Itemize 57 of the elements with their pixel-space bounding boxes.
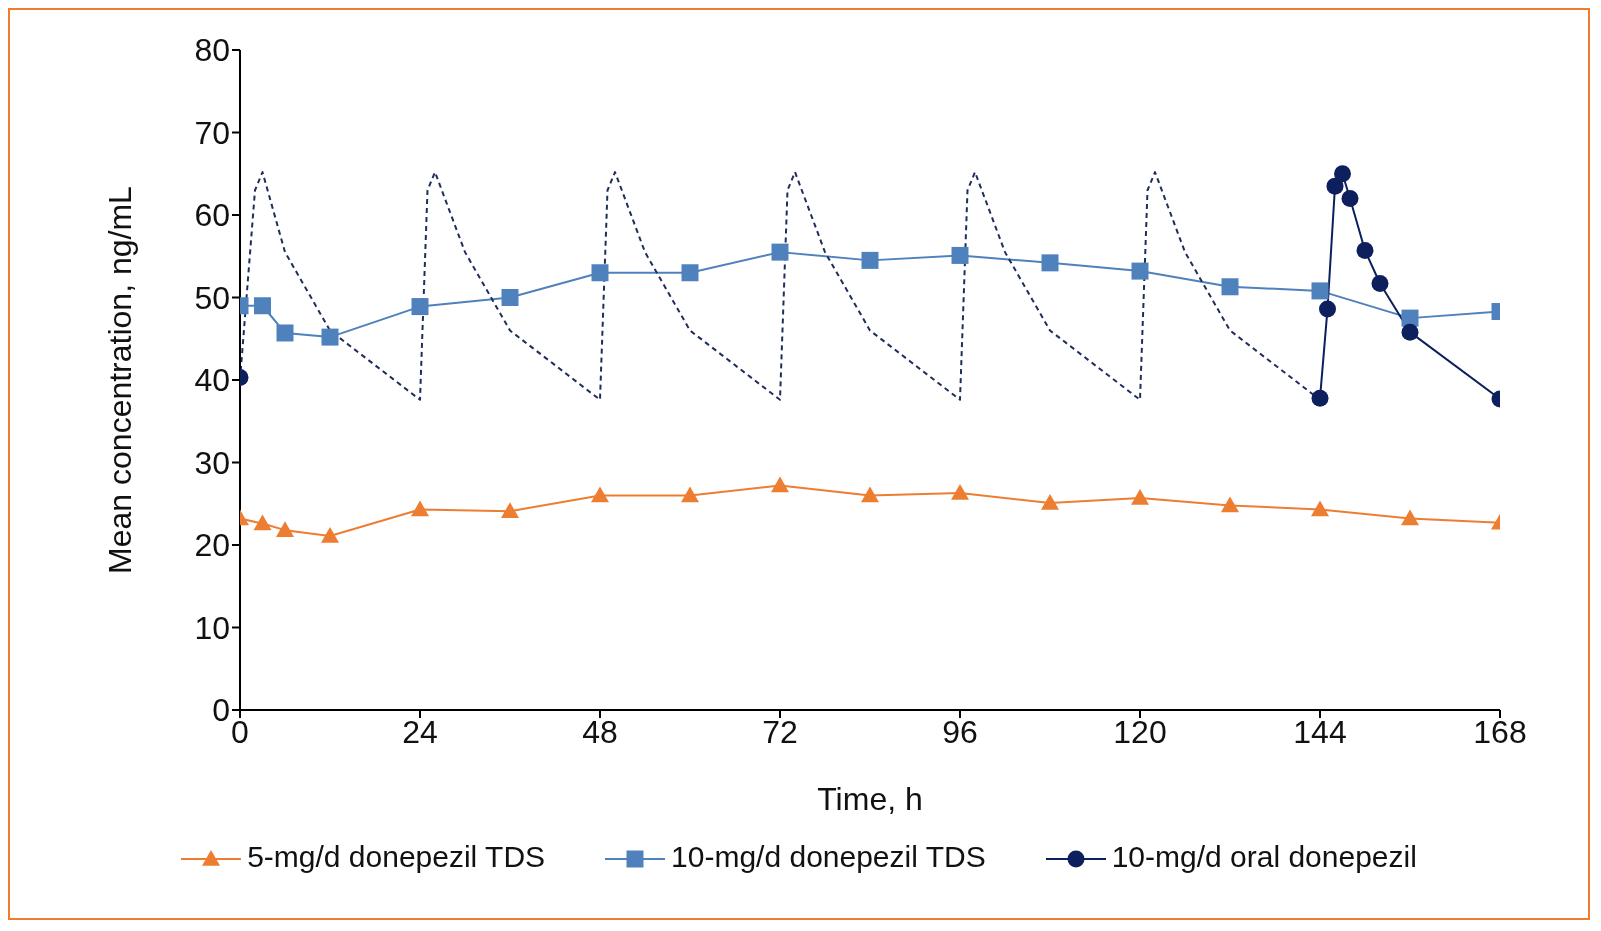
point	[321, 526, 339, 543]
point	[253, 514, 272, 531]
point	[861, 486, 879, 503]
point	[681, 264, 699, 282]
point	[951, 246, 969, 264]
y-axis-title: Mean concentration, ng/mL	[102, 186, 139, 574]
point	[1371, 274, 1389, 292]
point	[1356, 241, 1374, 259]
x-tick-label: 120	[1113, 713, 1167, 750]
point	[501, 502, 519, 518]
point	[254, 297, 271, 315]
point	[1221, 278, 1239, 296]
point	[1041, 254, 1059, 272]
y-tick-label: 80	[194, 32, 230, 69]
x-tick-label: 96	[942, 713, 978, 750]
point	[771, 476, 789, 493]
point	[1311, 389, 1329, 407]
x-tick-label: 168	[1473, 713, 1527, 750]
y-tick-label: 30	[194, 444, 230, 481]
point	[276, 324, 294, 342]
y-tick-label: 70	[194, 114, 230, 151]
y-tick-label: 10	[194, 609, 230, 646]
x-tick-label: 144	[1293, 713, 1347, 750]
point	[501, 289, 519, 306]
point	[1041, 493, 1059, 510]
point	[951, 484, 969, 500]
point	[321, 328, 339, 346]
point	[771, 243, 789, 261]
legend-label: 10-mg/d oral donepezil	[1111, 840, 1417, 873]
x-tick-label: 72	[762, 713, 798, 750]
point	[1131, 262, 1149, 280]
point	[1401, 323, 1419, 341]
legend-label: 10-mg/d donepezil TDS	[671, 840, 986, 873]
y-tick-label: 20	[194, 527, 230, 564]
point	[1311, 282, 1329, 300]
point	[591, 264, 609, 282]
point	[591, 486, 609, 503]
point	[1221, 496, 1239, 513]
point	[1341, 190, 1359, 207]
point	[861, 251, 879, 269]
y-tick-label: 50	[194, 279, 230, 316]
x-tick-label: 48	[582, 713, 618, 750]
point	[276, 521, 294, 537]
point	[1311, 500, 1329, 517]
point	[1334, 165, 1351, 183]
point	[411, 500, 429, 517]
point	[1401, 509, 1419, 526]
point	[1131, 488, 1149, 505]
point	[411, 298, 429, 316]
point	[681, 486, 699, 503]
point	[1326, 177, 1344, 195]
x-tick-label: 24	[402, 713, 438, 750]
legend-label: 5-mg/d donepezil TDS	[247, 840, 546, 873]
x-axis-title: Time, h	[817, 781, 923, 817]
y-tick-label: 60	[194, 197, 230, 234]
y-tick-label: 40	[194, 362, 230, 399]
point	[1319, 300, 1336, 318]
